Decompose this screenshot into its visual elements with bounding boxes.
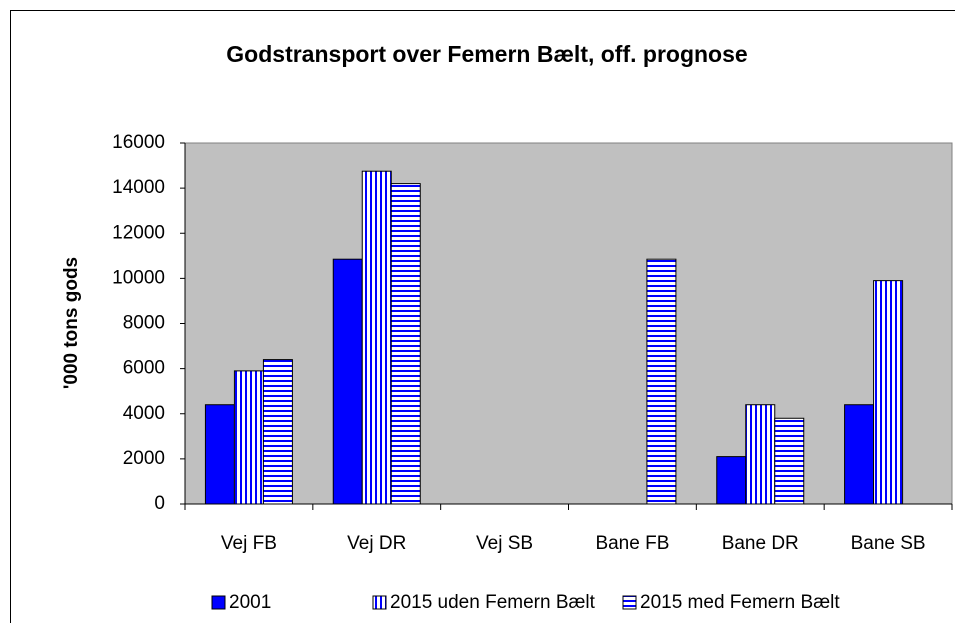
legend-label: 2015 uden Femern Bælt xyxy=(390,592,596,613)
y-tick-label: 4000 xyxy=(123,403,165,424)
x-tick-label: Vej SB xyxy=(476,533,533,554)
bar xyxy=(745,404,776,505)
bar xyxy=(873,280,904,505)
x-tick-label: Vej DR xyxy=(347,533,406,554)
x-tick-label: Vej FB xyxy=(221,533,277,554)
bar xyxy=(204,404,235,505)
bar xyxy=(646,258,677,505)
y-tick-label: 2000 xyxy=(123,448,165,469)
y-tick-label: 14000 xyxy=(112,177,165,198)
legend-swatch xyxy=(372,595,387,610)
x-tick-label: Bane FB xyxy=(595,533,669,554)
y-axis-label: '000 tons gods xyxy=(61,257,82,389)
y-tick-label: 0 xyxy=(154,493,165,514)
y-tick-label: 6000 xyxy=(123,358,165,379)
bar xyxy=(233,370,264,505)
bar xyxy=(262,359,293,505)
legend-label: 2001 xyxy=(229,592,271,613)
plot-area xyxy=(184,142,953,505)
x-tick-label: Bane SB xyxy=(851,533,926,554)
legend-swatch xyxy=(211,595,226,610)
legend-swatch xyxy=(622,595,637,610)
bar xyxy=(332,258,363,505)
bar xyxy=(390,183,421,505)
bar xyxy=(844,404,875,505)
bar xyxy=(716,456,747,505)
bar xyxy=(361,170,392,505)
y-tick-label: 10000 xyxy=(112,267,165,288)
y-tick-label: 8000 xyxy=(123,313,165,334)
x-tick-label: Bane DR xyxy=(722,533,799,554)
y-tick-label: 12000 xyxy=(112,222,165,243)
bar xyxy=(774,417,805,505)
y-tick-label: 16000 xyxy=(112,132,165,153)
legend-label: 2015 med Femern Bælt xyxy=(640,592,840,613)
chart-title: Godstransport over Femern Bælt, off. pro… xyxy=(226,41,747,67)
